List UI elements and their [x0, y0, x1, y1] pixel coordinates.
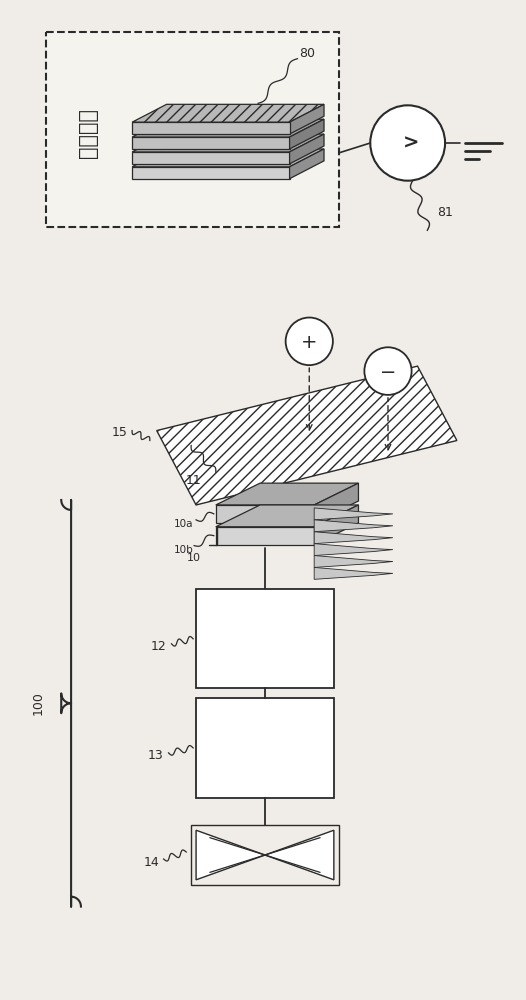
Polygon shape: [216, 505, 314, 523]
Circle shape: [370, 105, 445, 181]
Circle shape: [365, 347, 412, 395]
Polygon shape: [132, 104, 324, 122]
Polygon shape: [314, 505, 358, 545]
Text: 100: 100: [32, 691, 45, 715]
Polygon shape: [314, 567, 393, 579]
Circle shape: [286, 318, 333, 365]
Polygon shape: [314, 544, 393, 556]
Polygon shape: [314, 532, 393, 544]
Bar: [196, 589, 334, 688]
Text: −: −: [380, 363, 396, 382]
Polygon shape: [314, 508, 393, 520]
Text: +: +: [301, 333, 318, 352]
Polygon shape: [290, 119, 324, 149]
Text: 10b: 10b: [174, 545, 193, 555]
Text: 15: 15: [112, 426, 127, 439]
Polygon shape: [132, 122, 290, 134]
Polygon shape: [132, 167, 290, 179]
Polygon shape: [290, 134, 324, 164]
Polygon shape: [216, 483, 358, 505]
Text: 14: 14: [144, 856, 160, 869]
Text: 被除电物: 被除电物: [78, 108, 98, 158]
Text: 11: 11: [185, 474, 201, 487]
Polygon shape: [290, 104, 324, 134]
Text: 10a: 10a: [174, 519, 193, 529]
Polygon shape: [216, 505, 358, 527]
Text: 12: 12: [151, 640, 167, 653]
Polygon shape: [132, 137, 290, 149]
Text: >: >: [402, 133, 419, 152]
Polygon shape: [132, 134, 324, 152]
Polygon shape: [314, 483, 358, 523]
Bar: [191, 825, 339, 885]
Bar: [196, 698, 334, 798]
Text: 80: 80: [299, 47, 316, 60]
Polygon shape: [196, 830, 265, 880]
Polygon shape: [290, 149, 324, 179]
Text: 13: 13: [148, 749, 164, 762]
Bar: [46, 32, 339, 227]
Text: 81: 81: [437, 206, 453, 219]
Polygon shape: [132, 119, 324, 137]
Polygon shape: [314, 520, 393, 532]
Polygon shape: [132, 149, 324, 167]
Text: 10: 10: [187, 553, 201, 563]
Polygon shape: [157, 366, 457, 505]
Polygon shape: [132, 152, 290, 164]
Polygon shape: [216, 527, 314, 545]
Polygon shape: [314, 556, 393, 567]
Polygon shape: [265, 830, 334, 880]
